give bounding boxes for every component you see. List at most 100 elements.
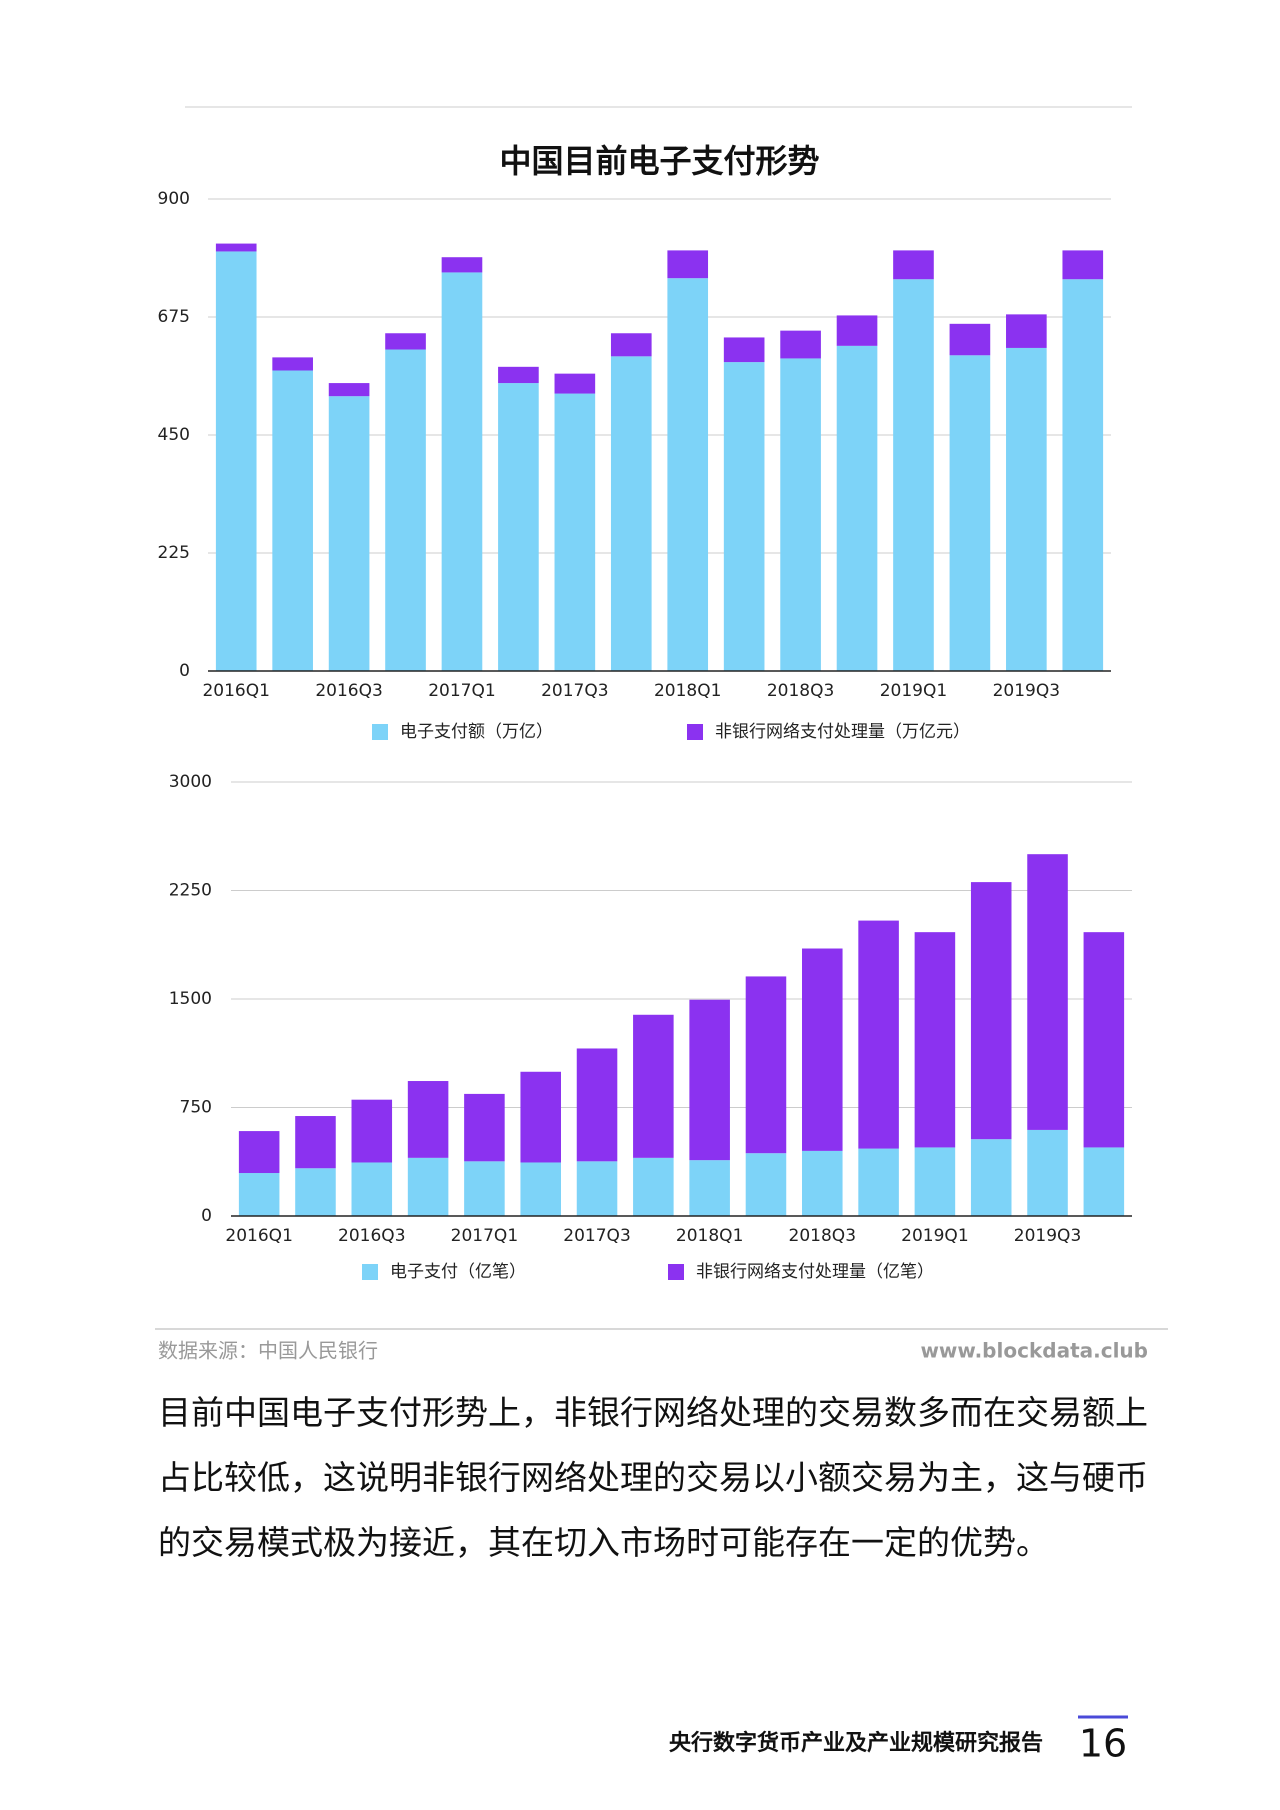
bar-segment bbox=[385, 333, 426, 350]
bar-segment bbox=[238, 1173, 280, 1216]
x-tick-label: 2016Q3 bbox=[315, 681, 382, 701]
bar-segment bbox=[385, 349, 426, 671]
bar-segment bbox=[1006, 347, 1047, 671]
bar-segment bbox=[295, 1116, 336, 1169]
bar-segment bbox=[554, 393, 596, 671]
bar-segment bbox=[949, 355, 991, 671]
bar-segment bbox=[295, 1168, 336, 1216]
y-tick-label: 2250 bbox=[169, 881, 212, 901]
x-tick-label: 2018Q3 bbox=[767, 681, 834, 701]
bar-segment bbox=[836, 345, 878, 671]
x-tick-label: 2017Q1 bbox=[428, 681, 495, 701]
footer: 央行数字货币产业及产业规模研究报告 bbox=[669, 1730, 1043, 1756]
y-tick-label: 675 bbox=[158, 307, 190, 327]
bar-segment bbox=[667, 250, 709, 279]
y-tick-label: 450 bbox=[158, 425, 190, 445]
bar-segment bbox=[498, 383, 539, 671]
bar-segment bbox=[272, 370, 313, 671]
x-tick-label: 2019Q1 bbox=[901, 1226, 968, 1246]
x-tick-label: 2018Q3 bbox=[789, 1226, 856, 1246]
y-tick-label: 3000 bbox=[169, 772, 212, 792]
page-number: 16 bbox=[1079, 1722, 1127, 1766]
x-tick-label: 2018Q1 bbox=[654, 681, 721, 701]
bar-segment bbox=[328, 383, 370, 397]
bar-segment bbox=[949, 323, 991, 356]
bar-segment bbox=[745, 976, 787, 1154]
bar-segment bbox=[464, 1161, 505, 1216]
website: www.blockdata.club bbox=[920, 1339, 1148, 1363]
x-tick-label: 2019Q3 bbox=[993, 681, 1060, 701]
bar-segment bbox=[554, 373, 596, 394]
legend-label: 非银行网络支付处理量（万亿元） bbox=[715, 722, 970, 742]
x-tick-label: 2017Q3 bbox=[541, 681, 608, 701]
bar-segment bbox=[836, 315, 878, 346]
legend-label: 电子支付（亿笔） bbox=[390, 1262, 526, 1282]
bar-segment bbox=[215, 243, 257, 252]
legend-label: 电子支付额（万亿） bbox=[400, 722, 553, 742]
bar-segment bbox=[893, 279, 934, 671]
bar-segment bbox=[1062, 250, 1104, 280]
bar-segment bbox=[1062, 279, 1104, 671]
bar-segment bbox=[576, 1161, 618, 1216]
bar-segment bbox=[745, 1153, 787, 1216]
bar-segment bbox=[914, 932, 956, 1148]
bar-segment bbox=[858, 1148, 899, 1216]
bar-segment bbox=[970, 882, 1012, 1140]
y-tick-label: 0 bbox=[179, 661, 190, 681]
y-tick-label: 0 bbox=[201, 1206, 212, 1226]
x-tick-label: 2016Q3 bbox=[338, 1226, 405, 1246]
y-tick-label: 900 bbox=[158, 189, 190, 209]
bar-segment bbox=[610, 356, 652, 671]
bar-segment bbox=[802, 1150, 843, 1216]
bar-segment bbox=[610, 333, 652, 357]
x-tick-label: 2019Q1 bbox=[880, 681, 947, 701]
bar-segment bbox=[576, 1048, 618, 1162]
x-tick-label: 2016Q1 bbox=[225, 1226, 292, 1246]
x-tick-label: 2017Q3 bbox=[563, 1226, 630, 1246]
x-tick-label: 2017Q1 bbox=[451, 1226, 518, 1246]
bar-segment bbox=[328, 396, 370, 671]
legend-swatch bbox=[372, 724, 388, 740]
bar-segment bbox=[407, 1081, 449, 1158]
bar-segment bbox=[498, 366, 539, 384]
bar-segment bbox=[780, 358, 821, 671]
legend-swatch bbox=[362, 1264, 378, 1280]
bar-segment bbox=[1083, 932, 1125, 1148]
bar-segment bbox=[520, 1071, 561, 1163]
bar-segment bbox=[689, 999, 730, 1161]
bar-segment bbox=[351, 1099, 393, 1163]
bar-segment bbox=[723, 337, 765, 363]
bar-segment bbox=[441, 257, 483, 273]
bar-segment bbox=[1083, 1147, 1125, 1216]
bar-segment bbox=[970, 1139, 1012, 1216]
bar-segment bbox=[1027, 1129, 1068, 1216]
bar-segment bbox=[464, 1093, 505, 1162]
bar-segment bbox=[633, 1014, 674, 1158]
bar-segment bbox=[858, 920, 899, 1149]
bar-segment bbox=[802, 948, 843, 1151]
source: 数据来源：中国人民银行 bbox=[158, 1339, 378, 1363]
y-tick-label: 1500 bbox=[169, 989, 212, 1009]
bar-segment bbox=[215, 251, 257, 671]
bar-segment bbox=[351, 1162, 393, 1216]
bar-segment bbox=[1027, 854, 1068, 1130]
legend-swatch bbox=[687, 724, 703, 740]
bar-segment bbox=[914, 1147, 956, 1216]
chart-title: 中国目前电子支付形势 bbox=[499, 142, 819, 180]
bar-segment bbox=[238, 1131, 280, 1174]
legend-swatch bbox=[668, 1264, 684, 1280]
paragraph: 目前中国电子支付形势上，非银行网络处理的交易数多而在交易额上占比较低，这说明非银… bbox=[158, 1393, 1148, 1562]
bar-segment bbox=[407, 1157, 449, 1216]
x-tick-label: 2016Q1 bbox=[202, 681, 269, 701]
bar-segment bbox=[667, 278, 709, 671]
y-tick-label: 225 bbox=[158, 543, 190, 563]
bar-segment bbox=[893, 250, 934, 280]
bar-segment bbox=[723, 362, 765, 671]
bar-segment bbox=[520, 1162, 561, 1216]
y-tick-label: 750 bbox=[180, 1098, 212, 1118]
x-tick-label: 2019Q3 bbox=[1014, 1226, 1081, 1246]
bar-segment bbox=[633, 1157, 674, 1216]
bar-segment bbox=[272, 357, 313, 371]
